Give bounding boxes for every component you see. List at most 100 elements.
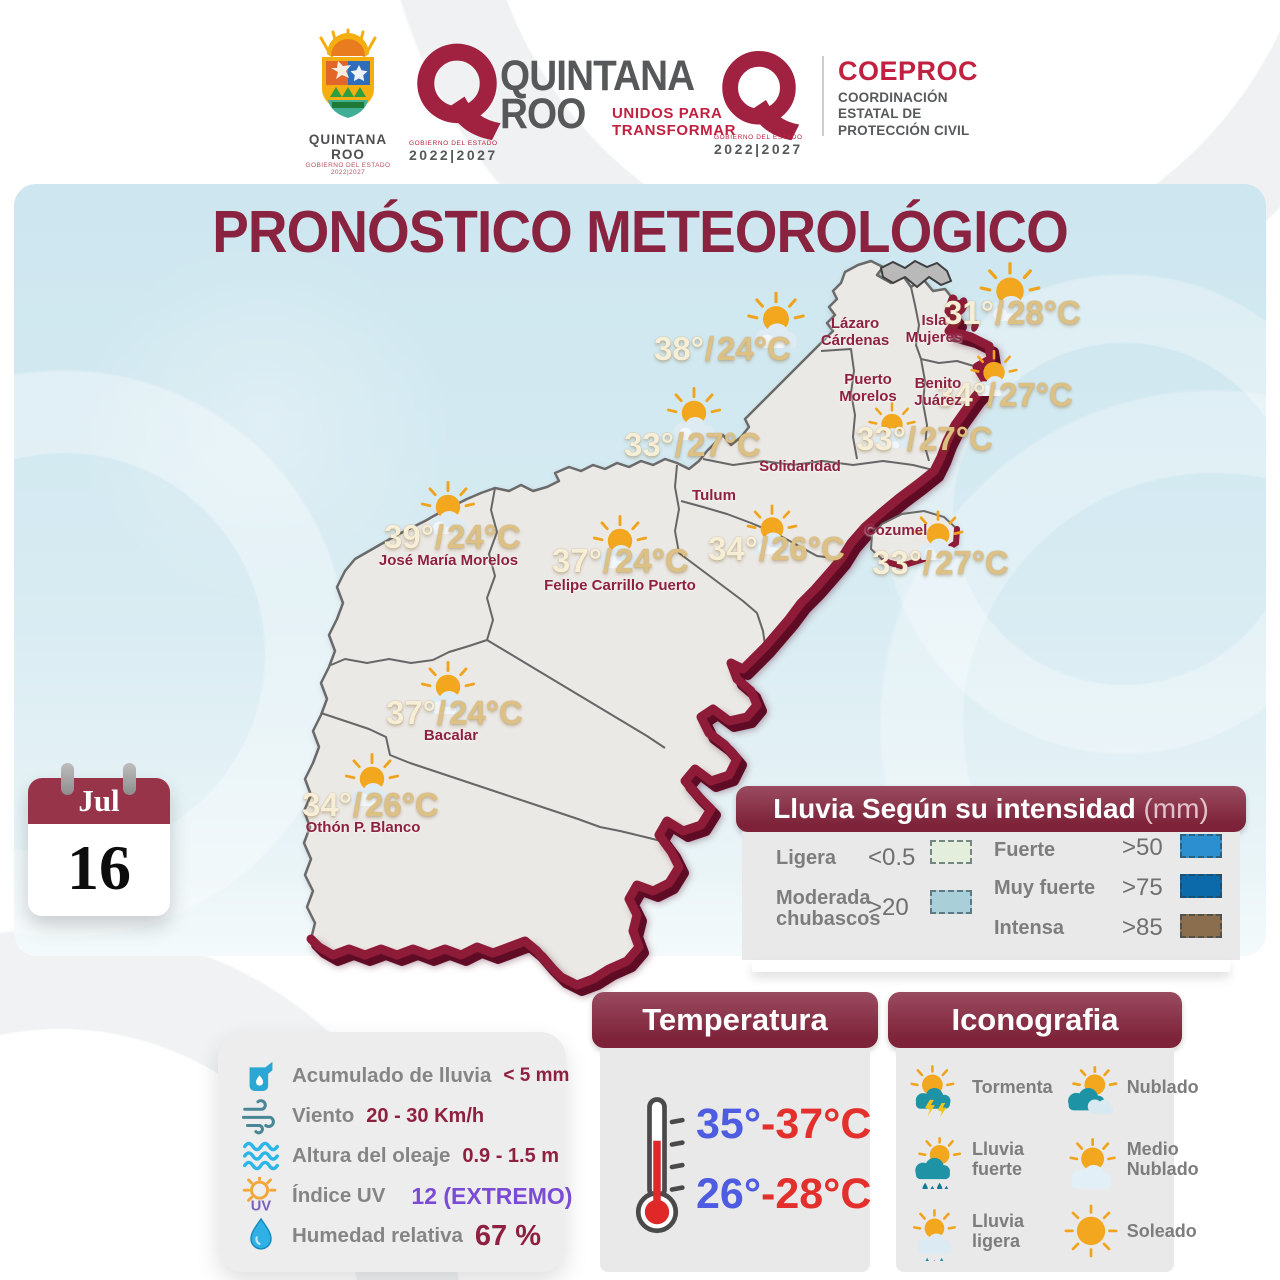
rain-item-value: <0.5 <box>868 844 916 871</box>
iconography-body: Tormenta Nublado Lluvia fuerte Medio Nub… <box>896 1048 1199 1272</box>
iconography-item: Medio Nublado <box>1053 1124 1199 1196</box>
coat-title: QUINTANA ROO <box>308 132 388 162</box>
temp-reading-jose-maria-morelos: 39°/24°C <box>384 518 521 555</box>
coeproc-line-2: ESTATAL DE <box>838 106 922 122</box>
rain-item-label: Ligera <box>776 847 837 869</box>
detail-row: Índice UV 12 (EXTREMO) <box>242 1176 572 1216</box>
heavy-rain-icon <box>906 1131 966 1189</box>
qr-government-label: GOBIERNO DEL ESTADO <box>409 140 498 147</box>
page-title: PRONÓSTICO METEOROLÓGICO <box>212 199 1069 265</box>
calendar-month: Jul <box>28 778 170 824</box>
rain-item-swatch <box>930 890 972 914</box>
coastline-shadow <box>311 300 1001 996</box>
detail-row: Altura del oleaje 0.9 - 1.5 m <box>242 1136 559 1176</box>
temperature-header: Temperatura <box>592 992 878 1048</box>
temperature-day-range: 35°-37°C <box>696 1100 872 1148</box>
forecast-details-panel: Acumulado de lluvia < 5 mm Viento 20 - 3… <box>218 1032 572 1272</box>
temp-reading-felipe-carrillo-puerto: 37°/24°C <box>552 542 689 579</box>
temp-reading-solidaridad: 33°/27°C <box>624 426 761 463</box>
q2-government-years: 2022|2027 <box>714 141 803 157</box>
municipality-label-jose-maria-morelos: José María Morelos <box>378 552 519 569</box>
rain-item-value: >50 <box>1122 834 1163 861</box>
qr-tagline-2: TRANSFORMAR <box>612 121 737 139</box>
detail-row: Acumulado de lluvia < 5 mm <box>242 1056 569 1096</box>
iconography-item: Lluvia fuerte <box>898 1124 1053 1196</box>
temp-reading-bacalar: 37°/24°C <box>386 694 523 731</box>
municipality-label-solidaridad: Solidaridad <box>759 458 841 475</box>
light-rain-icon <box>906 1203 966 1261</box>
municipality-label-tulum: Tulum <box>692 487 736 504</box>
calendar-day: 16 <box>28 824 170 916</box>
municipality-label-benito-juarez: Benito Juárez <box>914 375 962 409</box>
rain-gauge-icon <box>242 1056 280 1096</box>
municipality-label-lazaro-cardenas: Lázaro Cárdenas <box>820 315 890 349</box>
storm-icon <box>906 1059 966 1117</box>
waves-icon <box>242 1136 280 1176</box>
municipality-label-othon-p-blanco: Othón P. Blanco <box>305 819 421 836</box>
temp-reading-cozumel: 33°/27°C <box>872 544 1009 581</box>
rain-legend-header: Lluvia Según su intensidad (mm) <box>736 786 1246 832</box>
rain-item-swatch <box>1180 914 1222 938</box>
detail-row: Viento 20 - 30 Km/h <box>242 1096 538 1136</box>
calendar-pin-right <box>123 763 136 795</box>
rain-item-swatch <box>930 840 972 864</box>
qr-word-1: QUINTANA <box>500 52 695 100</box>
rain-legend-unit: (mm) <box>1143 793 1209 824</box>
qr-wordmark: QUINTANA ROO <box>500 52 716 138</box>
wind-icon <box>242 1096 280 1136</box>
rain-item-label: Muy fuerte <box>994 877 1096 899</box>
temperature-body: 35°-37°C 26°-28°C <box>600 1048 872 1272</box>
temp-reading-puerto-morelos: 33°/27°C <box>856 420 993 457</box>
temp-reading-benito-juarez: 34°/27°C <box>936 376 1073 413</box>
iconography-item: Lluvia ligera <box>898 1196 1053 1268</box>
coeproc-line-3: PROTECCIÓN CIVIL <box>838 122 970 138</box>
q2-government-label: GOBIERNO DEL ESTADO <box>714 134 803 141</box>
iconography-header: Iconografia <box>888 992 1182 1048</box>
coeproc-line-1: COORDINACIÓN <box>838 90 948 105</box>
rain-legend-title: Lluvia Según su intensidad <box>773 793 1136 824</box>
iconography-item: Soleado <box>1053 1196 1199 1268</box>
rain-item-swatch <box>1180 874 1222 898</box>
temp-reading-isla-mujeres: 31°/28°C <box>944 294 1081 331</box>
islets <box>956 297 979 332</box>
water-drop-icon <box>242 1216 280 1256</box>
coastline <box>306 294 996 990</box>
rain-item-label: Intensa <box>994 917 1065 939</box>
uv-index-icon <box>242 1176 280 1216</box>
municipality-label-felipe-carrillo-puerto: Felipe Carrillo Puerto <box>544 577 696 594</box>
calendar-date: Jul 16 <box>28 763 170 916</box>
coeproc-block: COEPROC COORDINACIÓN ESTATAL DE PROTECCI… <box>838 58 978 139</box>
detail-row: Humedad relativa 67 % <box>242 1216 541 1256</box>
q2-government-block: GOBIERNO DEL ESTADO 2022|2027 <box>714 134 804 157</box>
header-divider <box>822 56 824 136</box>
temperature-night-range: 26°-28°C <box>696 1170 872 1218</box>
rain-item-value: >20 <box>868 894 909 921</box>
municipality-label-cozumel: Cozumel <box>864 522 928 539</box>
rain-item-value: >75 <box>1122 874 1163 901</box>
calendar-pin-left <box>61 763 74 795</box>
temp-reading-tulum: 34°/26°C <box>708 530 845 567</box>
iconography-item: Tormenta <box>898 1052 1053 1124</box>
qr-word-2: ROO <box>500 89 586 138</box>
qr-tagline: UNIDOS PARA TRANSFORMAR <box>612 105 737 140</box>
iconography-item: Nublado <box>1053 1052 1199 1124</box>
coeproc-name: COEPROC <box>838 56 979 86</box>
sunny-icon <box>1061 1203 1121 1261</box>
rain-legend-body: Ligera <0.5 Moderada chubascos >20 Fuert… <box>742 832 1240 960</box>
thermometer-icon <box>635 1097 685 1234</box>
rain-item-value: >85 <box>1122 914 1163 941</box>
coat-subtitle: GOBIERNO DEL ESTADO 2022|2027 <box>305 162 391 176</box>
rain-item-swatch <box>1180 834 1222 858</box>
cloudy-icon <box>1061 1059 1121 1117</box>
qr-government-block: GOBIERNO DEL ESTADO 2022|2027 <box>409 140 505 163</box>
rain-legend-base <box>752 960 1230 972</box>
municipality-label-isla-mujeres: Isla Mujeres <box>905 312 963 346</box>
rain-item-label: Moderada chubascos <box>776 887 881 930</box>
quintana-roo-coat-of-arms: QUINTANA ROO GOBIERNO DEL ESTADO 2022|20… <box>296 22 400 176</box>
qr-government-years: 2022|2027 <box>409 147 498 163</box>
rain-item-label: Fuerte <box>994 839 1056 861</box>
municipality-label-puerto-morelos: Puerto Morelos <box>839 371 897 405</box>
partly-cloudy-icon <box>1061 1131 1121 1189</box>
